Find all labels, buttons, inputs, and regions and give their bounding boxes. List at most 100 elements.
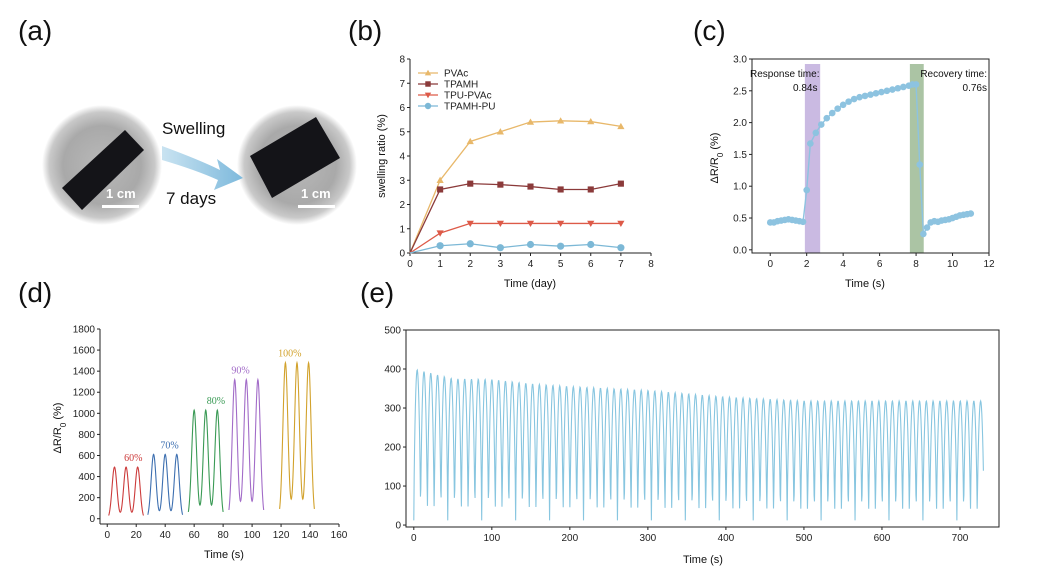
data-point-tpamh-pu [496,244,504,252]
panel-d-x-tick-label: 120 [273,530,290,541]
data-point-tpamh-pu [617,244,625,252]
panel-d-y-tick-label: 400 [78,472,95,483]
data-point-tpu-pvac [587,220,595,228]
data-point-tpamh [497,181,504,188]
data-point-response [812,129,820,137]
panel-b-x-tick-label: 7 [618,259,624,270]
series-line-pvac [409,120,621,254]
panel-b-x-tick-label: 3 [498,259,504,270]
data-point-response [900,83,907,91]
panel-e-x-tick-label: 300 [640,533,657,544]
arrow-top-label: Swelling [162,119,225,138]
panel-a: (a) Swelling 7 days 1 cm 1 cm [18,15,357,225]
panel-e-x-tick-label: 500 [796,533,813,544]
data-point-response [894,84,902,92]
data-point-response [823,114,831,122]
panel-c-y-tick-label: 2.0 [733,118,747,129]
panel-b-y-tick-label: 3 [399,176,405,187]
panel-e-letter: (e) [360,277,394,308]
panel-d-y-label: ΔR/R0 (%) [52,403,68,454]
panel-b-y-label: swelling ratio (%) [376,114,388,198]
data-point-response [856,93,863,101]
response-time-value: 0.84s [793,83,817,94]
panel-d-x-tick-label: 20 [131,530,143,541]
panel-b-y-tick-label: 2 [399,200,405,211]
recovery-time-band [909,64,924,253]
panel-e-y-tick-label: 100 [384,482,401,493]
data-point-response [883,87,891,95]
panel-e-x-tick-label: 100 [483,533,500,544]
panel-e-y-tick-label: 500 [384,326,401,337]
data-point-pvac [617,122,625,130]
panel-b-plot-area [409,117,625,254]
data-point-tpu-pvac [617,220,625,228]
data-point-pvac [496,128,504,135]
data-point-tpamh-pu [587,240,595,249]
panel-e-x-tick-label: 0 [411,533,417,544]
data-point-response [817,121,825,128]
panel-d-y-tick-label: 0 [89,514,95,525]
series-line-90-percent [228,377,265,511]
data-point-response [834,105,841,112]
data-point-response [828,109,836,117]
panel-d-y-tick-label: 200 [78,493,95,504]
panel-d-x-tick-label: 0 [104,530,110,541]
panel-e-y-tick-label: 200 [384,443,401,454]
panel-e-frame [405,329,1000,528]
panel-c-x-tick-label: 6 [877,259,883,270]
recovery-time-value: 0.76s [963,83,987,94]
data-point-tpamh [587,186,594,193]
panel-e-y-tick-label: 400 [384,365,401,376]
group-label-70-percent: 70% [160,440,178,451]
data-point-tpamh [467,180,474,187]
recovery-time-label: Recovery time: [920,69,987,80]
legend-label-pvac: PVAc [444,69,468,80]
data-point-response [967,210,975,217]
panel-d-plot-area [108,360,315,516]
panel-c-x-tick-label: 4 [840,259,846,270]
data-point-pvac [466,137,474,145]
panel-c-bands [804,64,924,253]
panel-b-y-tick-label: 7 [399,79,405,90]
data-point-response [878,88,885,96]
panel-e-x-tick-label: 200 [562,533,579,544]
panel-b-x-label: Time (day) [504,278,556,290]
data-point-response [916,161,924,168]
panel-e-x-tick-label: 700 [952,533,969,544]
sample-after [250,117,340,198]
panel-d-x-tick-label: 40 [160,530,172,541]
response-time-band [804,64,821,253]
scale-bar-label-left: 1 cm [106,186,136,201]
panel-c-y-tick-label: 2.5 [733,86,747,97]
panel-d-y-tick-label: 1200 [73,388,96,399]
data-point-pvac [557,117,565,124]
data-point-tpamh [557,186,564,193]
panel-e-plot-area [413,368,984,521]
data-point-pvac [436,176,444,183]
panel-d-x-label: Time (s) [204,549,244,561]
arrow-bottom-label: 7 days [166,189,216,208]
panel-d-y-tick-label: 800 [78,430,95,441]
panel-b-y-tick-label: 6 [399,103,405,114]
panel-b-y-tick-label: 5 [399,127,405,138]
panel-d-letter: (d) [18,277,52,308]
legend-marker-pvac [424,69,432,76]
panel-c-letter: (c) [693,15,726,46]
data-point-tpu-pvac [436,230,444,237]
hydrogel-after-photo-icon [237,105,357,225]
panel-c-x-tick-label: 8 [913,259,919,270]
data-point-pvac [587,117,595,125]
legend-label-tpamh: TPAMH [444,80,478,91]
data-point-tpu-pvac [496,220,504,228]
data-point-pvac [526,118,535,125]
panel-b-axes: 0 1 2 3 4 5 6 7 8 0 1 2 3 4 5 6 7 8 [399,55,654,271]
sample-before [62,130,144,210]
panel-b-y-tick-label: 8 [399,55,405,66]
panel-e-y-tick-label: 300 [384,404,401,415]
panel-b-y-tick-label: 0 [399,249,405,260]
series-line-80-percent [187,408,224,512]
panel-e-axes: 0 100 200 300 400 500 600 700 0 100 200 300 400 500 [384,326,1000,544]
panel-c-frame [751,58,990,254]
panel-d-x-tick-label: 100 [244,530,261,541]
data-point-response [850,95,858,103]
